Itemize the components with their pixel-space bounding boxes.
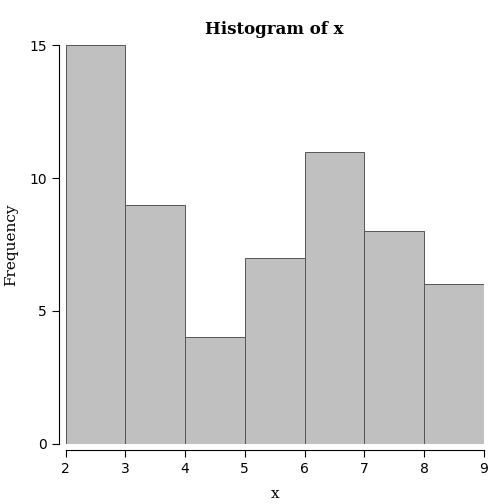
Y-axis label: Frequency: Frequency <box>4 203 18 286</box>
Bar <box>245 258 304 444</box>
Bar <box>304 152 364 444</box>
Bar <box>364 231 424 444</box>
Bar <box>125 205 185 444</box>
X-axis label: x: x <box>270 487 279 501</box>
Bar <box>185 337 245 444</box>
Bar <box>424 284 484 444</box>
Title: Histogram of x: Histogram of x <box>206 21 344 38</box>
Bar <box>66 45 125 444</box>
